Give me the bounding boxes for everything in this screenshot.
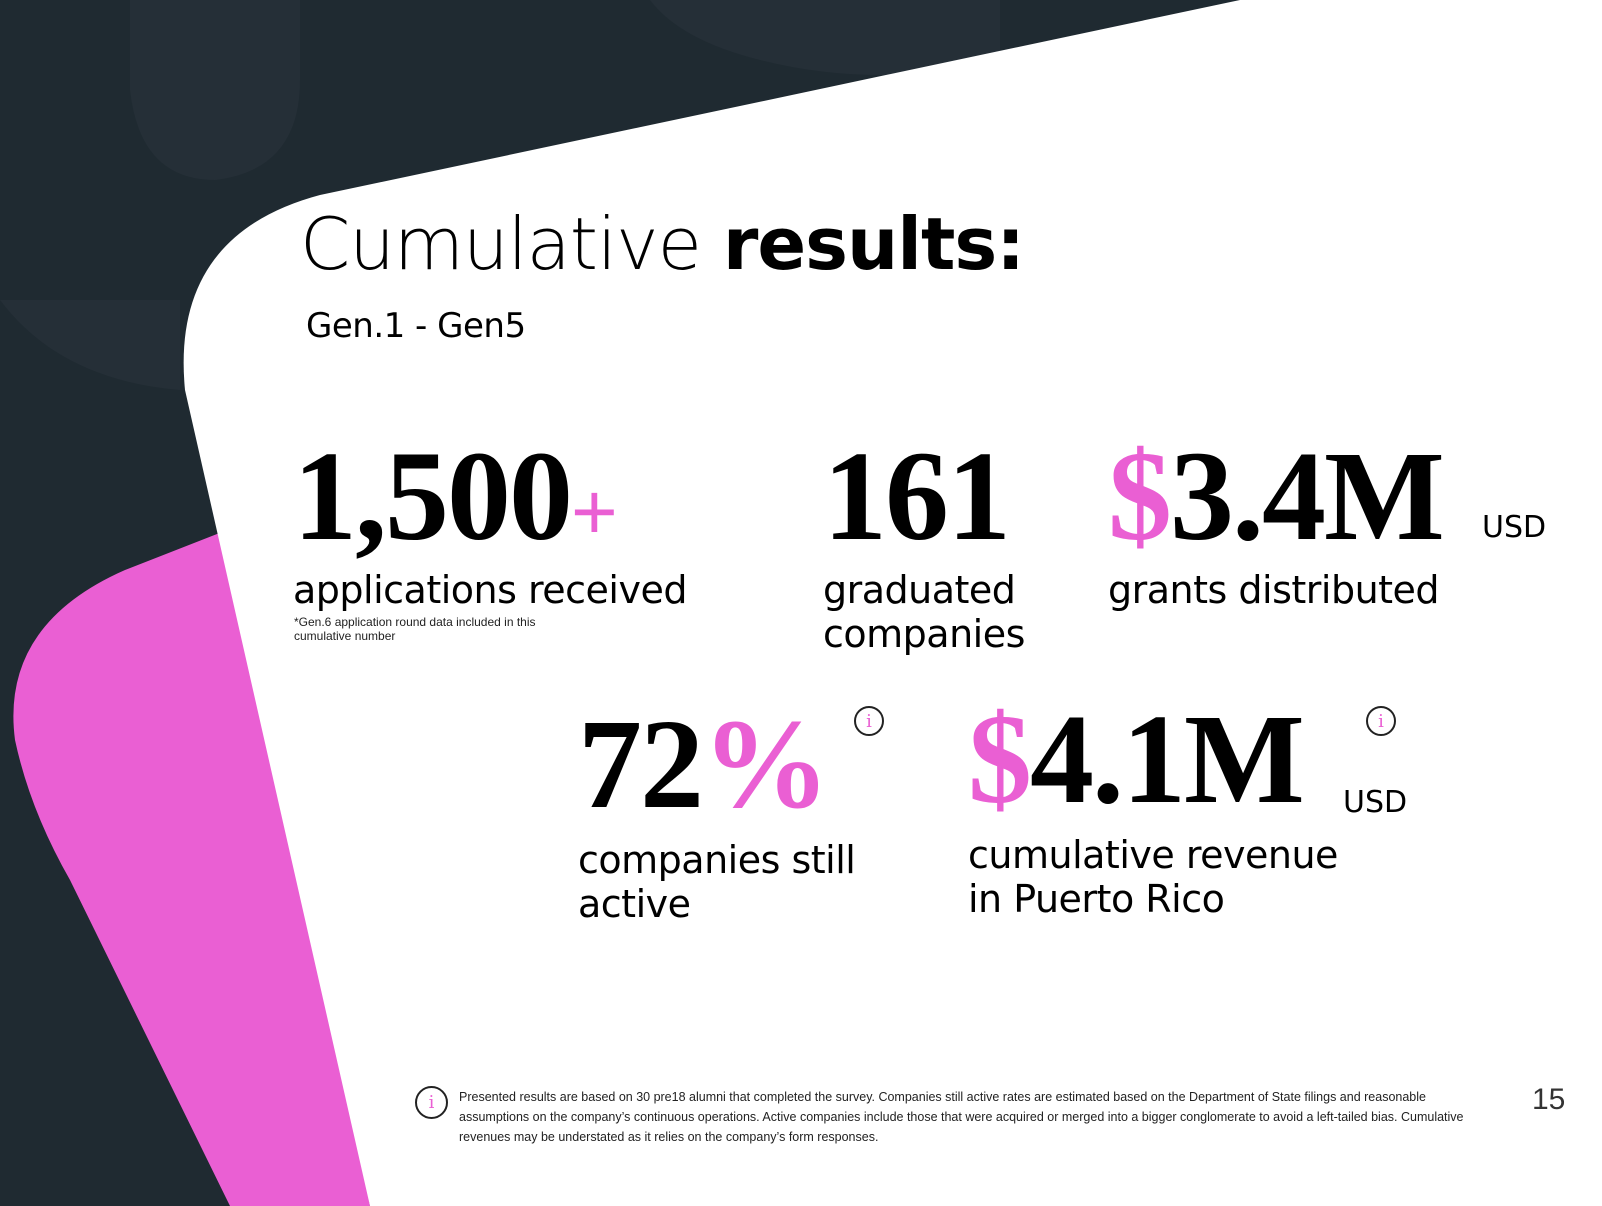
revenue-label: cumulative revenue in Puerto Rico xyxy=(968,833,1338,921)
grants-value: 3.4M xyxy=(1170,425,1445,567)
applications-note-line1: *Gen.6 application round data included i… xyxy=(294,615,536,629)
title-light: Cumulative xyxy=(300,202,723,286)
active-label: companies still active xyxy=(578,838,856,926)
grants-number: $3.4M xyxy=(1108,432,1445,560)
graduated-label-line2: companies xyxy=(823,612,1025,656)
active-value: 72 xyxy=(578,693,704,835)
watermark-shape-2 xyxy=(0,300,180,390)
white-card xyxy=(183,0,1602,1206)
applications-note: *Gen.6 application round data included i… xyxy=(294,615,536,643)
applications-number: 1,500+ xyxy=(293,432,618,560)
revenue-label-line2: in Puerto Rico xyxy=(968,877,1225,921)
active-number: 72% xyxy=(578,700,830,828)
info-glyph: i xyxy=(866,710,872,732)
applications-value: 1,500 xyxy=(293,425,573,567)
revenue-unit: USD xyxy=(1343,785,1408,820)
revenue-value: 4.1M xyxy=(1030,688,1305,830)
active-label-line1: companies still xyxy=(578,838,856,882)
grants-currency: $ xyxy=(1108,425,1172,567)
footer-disclaimer: Presented results are based on 30 pre18 … xyxy=(459,1090,1464,1144)
info-icon[interactable]: i xyxy=(1366,706,1396,736)
info-glyph: i xyxy=(1378,710,1384,732)
revenue-label-line1: cumulative revenue xyxy=(968,833,1338,877)
revenue-number: $4.1M xyxy=(968,695,1305,823)
page-title: Cumulative results: xyxy=(300,208,1025,280)
watermark-shape xyxy=(130,0,300,180)
watermark-shape-3 xyxy=(650,0,1000,75)
applications-note-line2: cumulative number xyxy=(294,629,396,643)
active-label-line2: active xyxy=(578,882,691,926)
info-glyph: i xyxy=(428,1092,435,1113)
graduated-label-line1: graduated xyxy=(823,568,1016,612)
applications-label: applications received xyxy=(293,568,687,612)
applications-suffix: + xyxy=(571,467,618,556)
graduated-label: graduated companies xyxy=(823,568,1025,656)
revenue-currency: $ xyxy=(968,688,1032,830)
title-bold: results: xyxy=(722,202,1025,286)
graduated-number: 161 xyxy=(823,425,1011,567)
page-subtitle: Gen.1 - Gen5 xyxy=(306,306,526,346)
grants-unit: USD xyxy=(1482,510,1547,545)
grants-label: grants distributed xyxy=(1108,568,1440,612)
info-icon[interactable]: i xyxy=(854,706,884,736)
active-suffix: % xyxy=(702,693,830,835)
pink-swoosh xyxy=(13,525,371,1206)
info-icon[interactable]: i xyxy=(415,1086,448,1119)
page-number: 15 xyxy=(1532,1083,1566,1116)
